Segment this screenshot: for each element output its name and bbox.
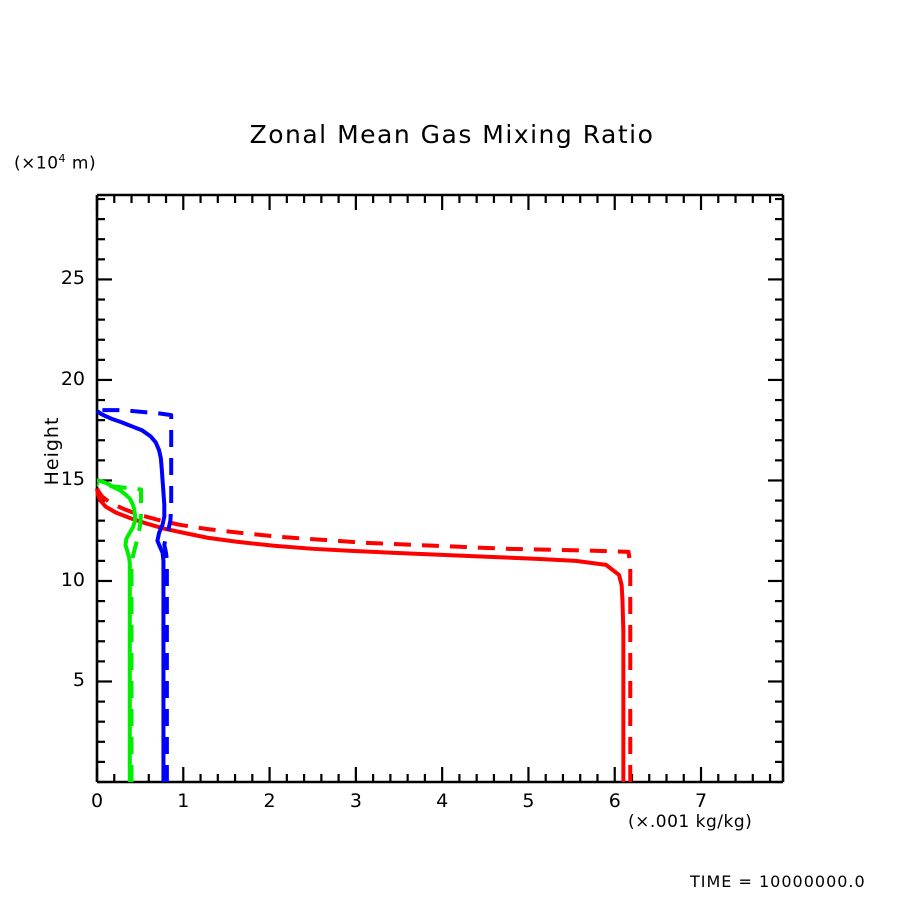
y-axis-unit-label: (×104 m): [14, 152, 96, 174]
y-tick-label: 20: [60, 367, 85, 390]
y-axis-unit-suffix: m): [66, 153, 97, 174]
y-tick-label: 15: [60, 468, 85, 491]
x-tick-label: 6: [608, 790, 621, 812]
series-green-solid: [96, 478, 137, 782]
y-axis-unit-exponent: 4: [58, 152, 67, 165]
y-tick-label: 25: [60, 267, 85, 290]
chart-title: Zonal Mean Gas Mixing Ratio: [249, 120, 655, 149]
series-blue-solid: [95, 409, 167, 782]
y-axis-unit-prefix: (×10: [14, 153, 59, 174]
x-tick-label: 2: [263, 790, 276, 812]
series-green-dashed: [96, 482, 144, 782]
axis-layer: [95, 193, 785, 784]
y-tick-label: 10: [60, 568, 85, 591]
series-layer: [95, 408, 633, 782]
y-tick-label: 5: [72, 669, 85, 692]
x-tick-label: 1: [177, 790, 190, 812]
x-tick-label: 0: [90, 790, 104, 812]
x-tick-label: 7: [694, 790, 708, 812]
x-axis-unit-label: (×.001 kg/kg): [628, 812, 753, 832]
series-red-solid: [95, 488, 626, 782]
series-red-dashed: [95, 486, 633, 782]
series-blue-dashed: [96, 408, 174, 782]
time-annotation: TIME = 10000000.0: [690, 872, 866, 891]
x-tick-label: 4: [436, 790, 449, 812]
x-tick-label: 5: [522, 790, 535, 812]
x-tick-label: 3: [349, 790, 362, 812]
